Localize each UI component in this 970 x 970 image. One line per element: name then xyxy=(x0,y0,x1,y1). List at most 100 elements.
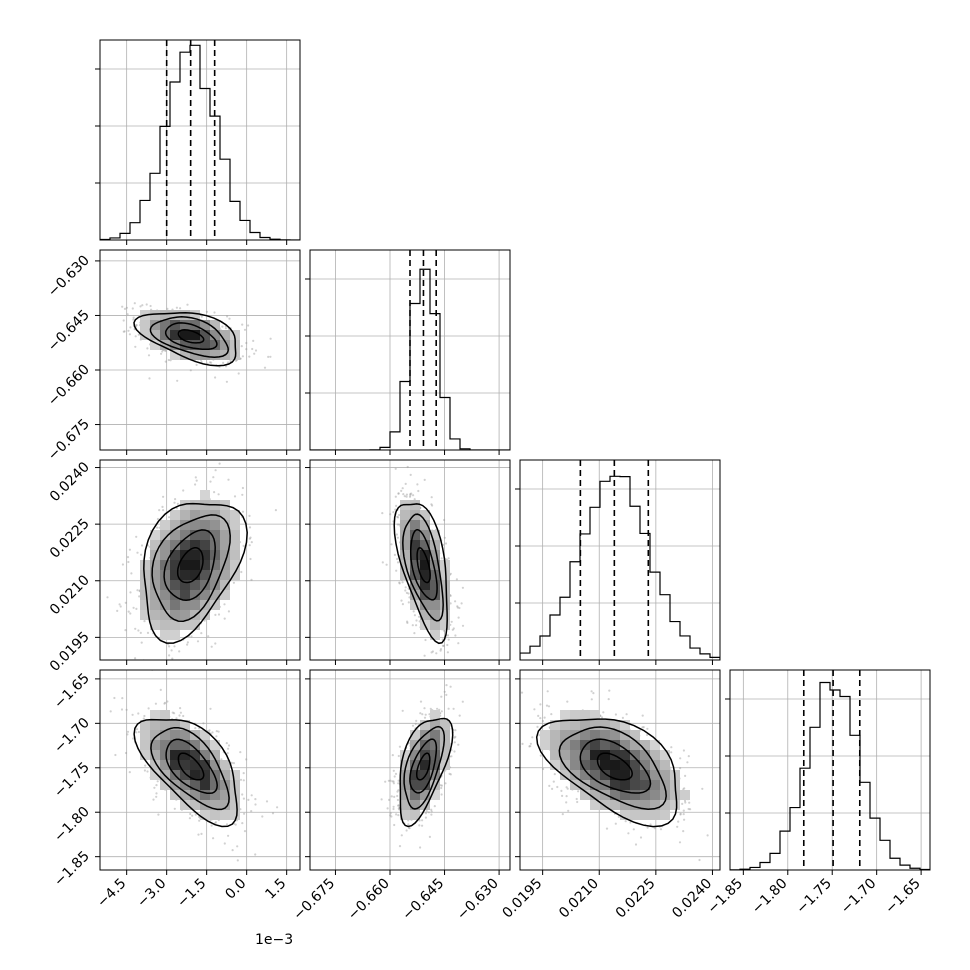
scatter-point xyxy=(683,818,686,821)
scatter-point xyxy=(679,812,682,815)
density-cell xyxy=(160,760,170,770)
scatter-point xyxy=(450,755,453,758)
density-cell xyxy=(160,620,170,630)
scatter-point xyxy=(223,842,226,845)
density-cell xyxy=(190,310,200,320)
scatter-point xyxy=(250,541,253,544)
density-cell xyxy=(220,520,230,530)
density-cell xyxy=(620,800,630,810)
scatter-point xyxy=(679,757,682,760)
density-cell xyxy=(180,570,190,580)
density-cell xyxy=(570,770,580,780)
density-cell xyxy=(610,740,620,750)
scatter-point xyxy=(134,335,137,338)
scatter-point xyxy=(140,641,143,644)
x-tick-label: −0.645 xyxy=(399,876,447,924)
scatter-point xyxy=(706,834,709,837)
scatter-point xyxy=(179,711,182,714)
scatter-point xyxy=(539,703,542,706)
density-cell xyxy=(610,780,620,790)
scatter-point xyxy=(683,799,687,802)
density-cell xyxy=(620,780,630,790)
scatter-point xyxy=(421,713,424,716)
density-cell xyxy=(140,560,150,570)
density-cell xyxy=(560,770,570,780)
panel-2-0 xyxy=(95,459,301,674)
density-cell xyxy=(560,750,570,760)
scatter-point xyxy=(122,330,125,333)
scatter-point xyxy=(607,698,610,701)
density-cell xyxy=(190,500,200,510)
scatter-point xyxy=(249,557,252,561)
scatter-point xyxy=(189,812,192,816)
scatter-point xyxy=(721,794,723,796)
scatter-point xyxy=(140,544,144,547)
scatter-point xyxy=(142,717,145,720)
density-cell xyxy=(210,790,220,800)
scatter-point xyxy=(393,795,396,798)
scatter-point xyxy=(118,603,121,606)
scatter-point xyxy=(389,779,392,782)
scatter-point xyxy=(439,649,442,652)
scatter-point xyxy=(124,601,127,604)
scatter-point xyxy=(608,689,611,692)
density-cell xyxy=(210,570,220,580)
density-cell xyxy=(160,780,170,790)
scatter-point xyxy=(429,707,432,710)
scatter-point xyxy=(250,578,253,581)
scatter-point xyxy=(210,361,213,364)
scatter-point xyxy=(234,359,238,362)
density-cell xyxy=(400,550,410,560)
scatter-point xyxy=(576,800,579,804)
scatter-point xyxy=(205,310,208,313)
scatter-point xyxy=(625,713,628,716)
scatter-point xyxy=(143,714,146,718)
scatter-point xyxy=(602,711,605,714)
scatter-point xyxy=(233,495,237,498)
scatter-point xyxy=(155,784,158,787)
density-cell xyxy=(180,340,190,350)
scatter-point xyxy=(241,822,244,825)
scatter-point xyxy=(209,480,212,483)
density-cell xyxy=(620,790,630,800)
density-cell xyxy=(160,610,170,620)
density-cell xyxy=(170,520,180,530)
scatter-point xyxy=(649,823,652,826)
scatter-point xyxy=(232,762,235,765)
density-cell xyxy=(170,510,180,520)
scatter-point xyxy=(424,713,427,716)
scatter-point xyxy=(682,830,685,833)
density-cell xyxy=(660,760,670,770)
scatter-point xyxy=(566,787,569,790)
scatter-point xyxy=(157,813,160,816)
scatter-point xyxy=(405,591,408,594)
scatter-point xyxy=(454,729,457,732)
scatter-point xyxy=(106,596,109,599)
density-cell xyxy=(160,710,170,720)
scatter-point xyxy=(689,808,692,811)
scatter-point xyxy=(451,694,453,696)
density-cell xyxy=(420,720,430,730)
density-cell xyxy=(560,720,570,730)
scatter-point xyxy=(139,305,142,308)
density-cell xyxy=(200,490,210,500)
density-cell xyxy=(150,530,160,540)
scatter-point xyxy=(565,786,568,789)
scatter-point xyxy=(461,624,465,627)
scatter-point xyxy=(135,672,137,674)
scatter-point xyxy=(614,713,617,716)
scatter-point xyxy=(396,523,400,526)
scatter-point xyxy=(397,804,400,807)
density-cell xyxy=(570,750,580,760)
density-cell xyxy=(180,310,190,320)
panel-1-1 xyxy=(305,249,511,455)
scatter-point xyxy=(395,504,398,507)
density-cell xyxy=(600,730,610,740)
density-cell xyxy=(160,520,170,530)
scatter-point xyxy=(543,716,546,719)
scatter-point xyxy=(456,606,459,609)
scatter-point xyxy=(390,815,393,818)
density-cell xyxy=(600,770,610,780)
scatter-point xyxy=(548,784,551,787)
contour-3 xyxy=(535,718,678,828)
